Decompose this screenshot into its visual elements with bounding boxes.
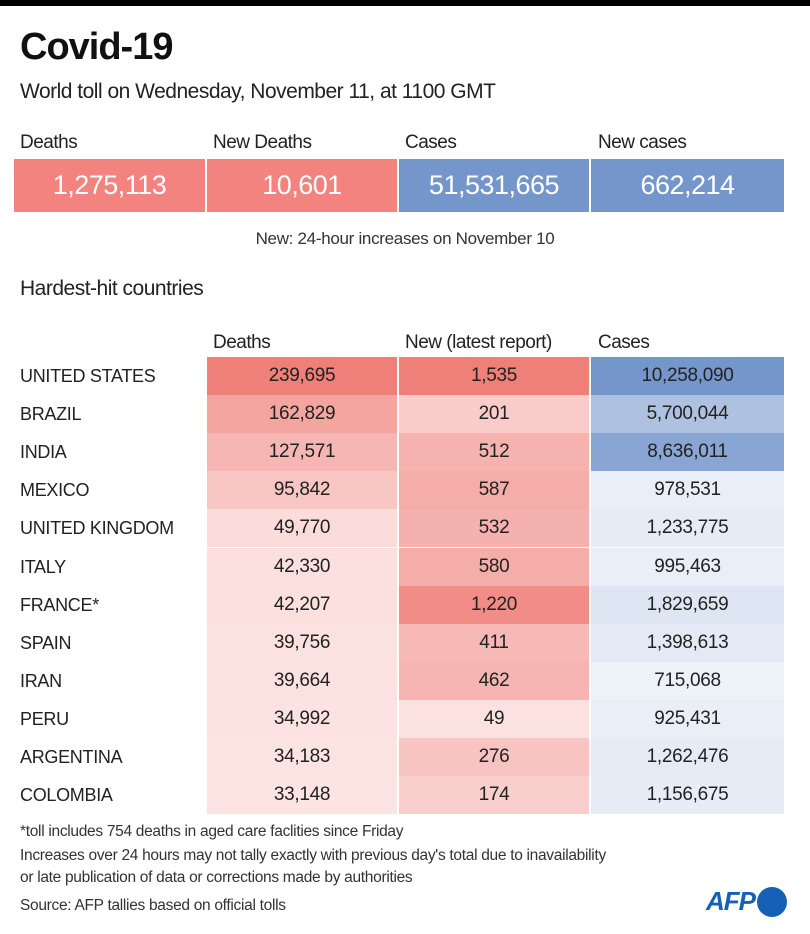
cases-cell: 1,233,775 [591,509,784,548]
new-deaths-cell: 512 [399,433,589,472]
deaths-cell: 239,695 [207,357,397,395]
afp-logo-text: AFP [706,886,756,916]
new-deaths-cell: 276 [399,738,589,776]
cases-cell: 1,262,476 [591,738,784,776]
new-deaths-cell: 580 [399,547,589,586]
stat-box-new-deaths: 10,601 [207,159,397,212]
page-title: Covid-19 [20,26,173,68]
deaths-cell: 49,770 [207,509,397,548]
new-deaths-cell: 1,535 [399,357,589,395]
cases-cell: 1,398,613 [591,623,784,662]
stat-box-deaths: 1,275,113 [14,159,205,212]
cases-cell: 10,258,090 [591,357,784,395]
deaths-cell: 33,148 [207,776,397,815]
cases-cell: 8,636,011 [591,433,784,472]
stat-label-new-deaths: New Deaths [213,132,312,153]
cases-cell: 1,829,659 [591,585,784,624]
cases-cell: 715,068 [591,661,784,700]
column-header-new: New (latest report) [405,332,552,353]
new-deaths-cell: 49 [399,699,589,738]
country-name: PERU [20,708,69,729]
footnote-increases-cont: or late publication of data or correctio… [20,869,413,886]
country-name: INDIA [20,442,67,463]
cases-cell: 995,463 [591,547,784,586]
column-header-cases: Cases [598,332,650,353]
new-note: New: 24-hour increases on November 10 [255,229,555,248]
new-deaths-cell: 462 [399,661,589,700]
country-name: FRANCE* [20,594,99,615]
cases-cell: 1,156,675 [591,776,784,815]
deaths-cell: 42,330 [207,547,397,586]
country-name: MEXICO [20,480,90,501]
new-deaths-cell: 411 [399,623,589,662]
stat-box-new-cases: 662,214 [591,159,784,212]
deaths-cell: 34,992 [207,699,397,738]
deaths-cell: 127,571 [207,433,397,472]
deaths-cell: 39,664 [207,661,397,700]
cases-cell: 925,431 [591,699,784,738]
stat-box-cases: 51,531,665 [399,159,589,212]
new-deaths-cell: 201 [399,395,589,434]
country-name: UNITED KINGDOM [20,518,174,539]
country-name: ARGENTINA [20,747,123,767]
footnote-increases: Increases over 24 hours may not tally ex… [20,847,606,864]
country-name: ITALY [20,556,66,577]
country-name: BRAZIL [20,404,82,425]
column-header-deaths: Deaths [213,332,271,353]
source: Source: AFP tallies based on official to… [20,897,286,914]
country-name: SPAIN [20,632,72,653]
deaths-cell: 95,842 [207,471,397,510]
top-bar [0,0,810,6]
country-name: COLOMBIA [20,785,113,806]
new-deaths-cell: 1,220 [399,585,589,624]
deaths-cell: 34,183 [207,738,397,776]
deaths-cell: 39,756 [207,623,397,662]
cases-cell: 978,531 [591,471,784,510]
stat-label-deaths: Deaths [20,132,78,153]
section-title: Hardest-hit countries [20,277,204,300]
afp-logo: AFP [706,886,787,917]
new-deaths-cell: 174 [399,776,589,815]
country-name: UNITED STATES [20,366,156,386]
stat-label-new-cases: New cases [598,132,687,153]
afp-logo-dot [757,886,787,917]
stat-label-cases: Cases [405,132,457,153]
country-name: IRAN [20,670,62,691]
deaths-cell: 42,207 [207,585,397,624]
subtitle: World toll on Wednesday, November 11, at… [20,80,496,103]
footnote-france: *toll includes 754 deaths in aged care f… [20,823,404,840]
new-deaths-cell: 532 [399,509,589,548]
deaths-cell: 162,829 [207,395,397,434]
cases-cell: 5,700,044 [591,395,784,434]
new-deaths-cell: 587 [399,471,589,510]
